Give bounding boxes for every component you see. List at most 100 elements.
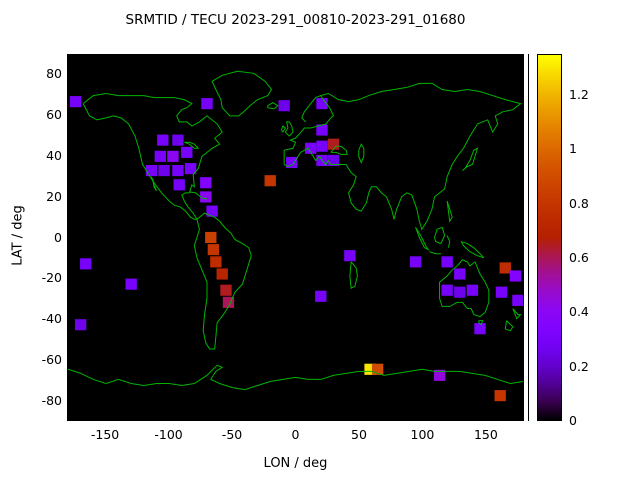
tec-cell: [74, 319, 87, 331]
tec-cell: [80, 258, 92, 270]
tec-cell: [154, 150, 166, 162]
tec-cell: [220, 284, 232, 296]
tec-cell: [327, 154, 340, 166]
tec-cell: [125, 278, 137, 290]
tec-cell: [200, 191, 212, 203]
tec-cell: [466, 284, 479, 296]
y-tick-label: -40: [41, 311, 62, 327]
tec-cell: [172, 164, 184, 177]
y-tick-label: 60: [46, 107, 62, 123]
colorbar-tick-label: 1: [569, 141, 577, 157]
tec-cell: [167, 150, 179, 162]
colorbar-tick-label: 0.4: [569, 304, 589, 320]
coastline: [415, 227, 430, 251]
coastline: [478, 320, 484, 326]
tec-cell: [278, 100, 290, 112]
coastline: [150, 176, 157, 192]
chart-title: SRMTID / TECU 2023-291_00810-2023-291_01…: [125, 12, 466, 28]
y-tick-label: 20: [46, 188, 62, 204]
coastline: [281, 125, 286, 133]
coastline: [512, 308, 522, 320]
tec-cell: [371, 363, 384, 375]
tec-cell: [69, 96, 82, 108]
tec-cell: [509, 270, 522, 282]
coastline: [446, 200, 453, 223]
x-tick-label: -150: [90, 427, 120, 442]
coastline: [193, 212, 252, 350]
tec-cell: [181, 146, 193, 158]
coastline: [504, 320, 514, 332]
coastline: [462, 147, 479, 171]
coastline: [284, 121, 294, 137]
tec-cell: [327, 138, 340, 150]
x-tick-label: 100: [410, 427, 435, 442]
tec-cell: [454, 268, 466, 280]
tec-cell: [158, 164, 170, 177]
coastline: [82, 92, 223, 220]
x-tick-label: 150: [473, 427, 498, 442]
coastline: [434, 226, 446, 245]
tec-cell: [316, 98, 328, 110]
tec-cell: [495, 286, 508, 298]
y-tick-label: 80: [46, 66, 62, 82]
tec-cell: [172, 134, 184, 146]
y-tick-label: -80: [41, 392, 62, 408]
coastline: [446, 235, 451, 248]
tec-cell: [364, 363, 376, 375]
colorbar-tick-label: 0.6: [569, 249, 589, 265]
x-tick-label: 0: [291, 427, 300, 442]
tec-cell: [222, 296, 235, 308]
coastline: [283, 82, 522, 231]
coastline: [189, 191, 208, 200]
coastline: [358, 143, 365, 164]
coastline: [267, 102, 279, 110]
tec-cell: [184, 163, 197, 175]
tec-cell: [494, 390, 506, 402]
coastline: [349, 261, 358, 290]
colorbar-tick-label: 0.2: [569, 358, 589, 374]
y-axis-label: LAT / deg: [10, 205, 26, 266]
tec-cell: [441, 256, 453, 268]
y-tick-label: -60: [41, 351, 62, 367]
tec-cell: [316, 140, 328, 152]
tec-cell: [145, 164, 158, 177]
tec-cell: [173, 179, 185, 191]
colorbar-tick-label: 1.2: [569, 86, 589, 102]
world-map-canvas: [68, 70, 523, 402]
tec-cell: [207, 244, 220, 256]
coastline: [330, 145, 348, 155]
tec-cell: [512, 294, 523, 306]
coastline: [68, 364, 523, 391]
colorbar-tick-label: 0.8: [569, 195, 589, 211]
tec-cell: [201, 98, 213, 110]
tec-cell: [157, 134, 169, 146]
x-tick-label: 50: [351, 427, 367, 442]
coastline: [429, 251, 441, 255]
tec-cell: [454, 286, 466, 298]
y-tick-label: -20: [41, 270, 62, 286]
y-tick-label: 40: [46, 147, 62, 163]
coastline: [184, 141, 200, 149]
tec-cell: [286, 156, 298, 169]
tec-cell: [316, 124, 328, 136]
tec-cell: [304, 142, 317, 154]
tec-cell: [200, 177, 212, 189]
tec-cell: [206, 205, 218, 217]
plot-right-separator-line: [528, 54, 529, 421]
tec-cell: [499, 262, 511, 274]
tec-cell: [344, 250, 356, 262]
coastline: [301, 95, 321, 123]
coastline: [211, 70, 273, 117]
tec-cell: [216, 268, 228, 280]
coastline: [460, 241, 485, 259]
colorbar: [537, 54, 562, 421]
tec-cell: [210, 256, 222, 268]
coastline: [439, 259, 490, 318]
map-plot-area: [67, 54, 524, 421]
tec-cell: [205, 231, 217, 244]
tec-cell: [433, 369, 446, 381]
colorbar-tick-label: 0: [569, 413, 577, 428]
x-tick-label: -50: [221, 427, 243, 442]
tec-cell: [315, 290, 327, 302]
